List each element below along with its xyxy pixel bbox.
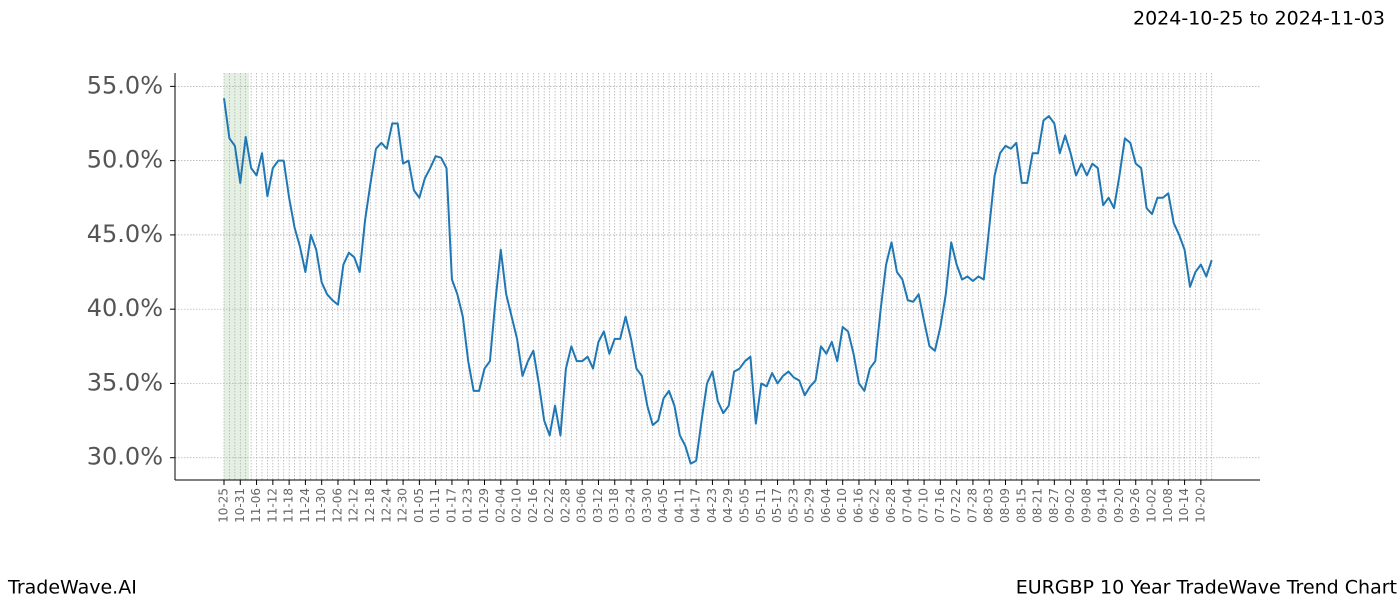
x-tick-label: 08-03 [982,488,996,523]
x-tick-label: 06-22 [868,488,882,523]
x-tick-label: 08-15 [1014,488,1028,523]
x-tick-label: 04-05 [656,488,670,523]
y-tick-label: 30.0% [87,443,163,471]
x-tick-label: 01-29 [477,488,491,523]
x-tick-label: 09-20 [1112,488,1126,523]
x-tick-label: 06-04 [819,488,833,523]
x-tick-label: 07-16 [933,488,947,523]
x-tick-label: 12-18 [363,488,377,523]
x-tick-label: 05-17 [770,488,784,523]
x-tick-label: 10-31 [233,488,247,523]
y-tick-label: 40.0% [87,294,163,322]
x-tick-label: 01-23 [461,488,475,523]
x-tick-label: 12-12 [347,488,361,523]
x-tick-label: 12-30 [396,488,410,523]
x-tick-label: 07-10 [917,488,931,523]
highlight-band [224,73,249,480]
x-tick-label: 12-24 [379,488,393,523]
x-tick-label: 08-09 [998,488,1012,523]
x-tick-label: 09-08 [1079,488,1093,523]
x-tick-label: 06-28 [884,488,898,523]
x-tick-label: 04-11 [672,488,686,523]
x-tick-label: 09-14 [1096,488,1110,523]
x-tick-label: 01-11 [428,488,442,523]
x-tick-label: 09-26 [1128,488,1142,523]
x-tick-label: 06-16 [851,488,865,523]
chart-caption: EURGBP 10 Year TradeWave Trend Chart [1016,577,1397,599]
y-tick-label: 45.0% [87,220,163,248]
x-tick-label: 06-10 [835,488,849,523]
x-tick-label: 10-25 [217,488,231,523]
line [223,98,1213,465]
x-tick-label: 02-10 [510,488,524,523]
x-tick-label: 02-22 [542,488,556,523]
x-tick-label: 05-29 [803,488,817,523]
x-tick-label: 03-18 [607,488,621,523]
x-tick-label: 10-02 [1145,488,1159,523]
x-tick-label: 08-21 [1031,488,1045,523]
x-tick-label: 11-12 [265,488,279,523]
y-tick-label: 35.0% [87,368,163,396]
x-tick-label: 01-05 [412,488,426,523]
x-tick-label: 11-30 [314,488,328,523]
x-tick-label: 10-20 [1193,488,1207,523]
x-tick-label: 07-28 [965,488,979,523]
x-tick-label: 05-23 [786,488,800,523]
x-tick-label: 10-14 [1177,488,1191,523]
y-tick-label: 50.0% [87,146,163,174]
x-tick-label: 02-16 [526,488,540,523]
x-tick-label: 10-08 [1161,488,1175,523]
x-tick-label: 05-05 [737,488,751,523]
x-tick-label: 11-24 [298,488,312,523]
x-tick-label: 04-23 [705,488,719,523]
x-tick-label: 02-28 [558,488,572,523]
x-tick-label: 03-24 [624,488,638,523]
x-tick-label: 03-12 [591,488,605,523]
x-tick-label: 01-17 [444,488,458,523]
x-tick-label: 07-04 [900,488,914,523]
x-tick-label: 03-06 [575,488,589,523]
range-label: 2024-10-25 to 2024-11-03 [1133,8,1385,30]
x-tick-label: 02-04 [493,488,507,523]
x-tick-label: 05-11 [754,488,768,523]
x-tick-label: 11-18 [282,488,296,523]
x-tick-label: 03-30 [640,488,654,523]
brand: TradeWave.AI [7,577,137,599]
x-tick-label: 04-17 [689,488,703,523]
x-tick-label: 09-02 [1063,488,1077,523]
plot [223,98,1213,465]
x-tick-label: 12-06 [330,488,344,523]
x-tick-label: 11-06 [249,488,263,523]
x-tick-label: 07-22 [949,488,963,523]
x-tick-label: 08-27 [1047,488,1061,523]
y-tick-label: 55.0% [87,71,163,99]
x-tick-label: 04-29 [721,488,735,523]
